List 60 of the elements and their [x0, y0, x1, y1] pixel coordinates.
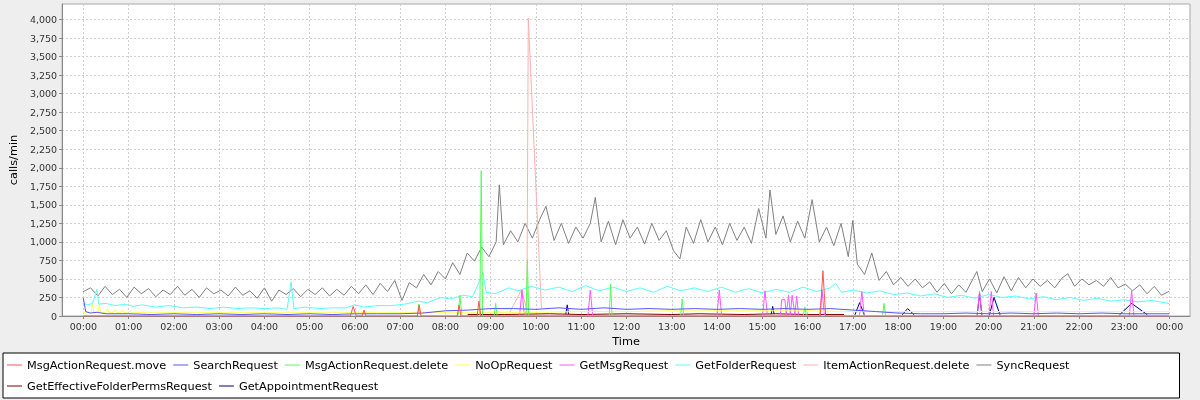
legend-label: NoOpRequest — [475, 358, 554, 372]
y-axis-title: calls/min — [7, 134, 20, 186]
x-tick-label: 18:00 — [884, 320, 912, 332]
x-tick-label: 09:00 — [477, 320, 505, 332]
x-tick-label: 00:00 — [1155, 320, 1184, 332]
x-tick-label: 00:00 — [69, 320, 98, 332]
legend-label: GetFolderRequest — [695, 358, 797, 372]
legend-label: GetMsgRequest — [579, 358, 669, 372]
x-tick-label: 05:00 — [295, 320, 324, 332]
y-tick-label: 0 — [51, 310, 58, 322]
y-tick-label: 3,250 — [29, 69, 58, 81]
x-tick-label: 20:00 — [974, 320, 1003, 332]
line-series — [509, 17, 542, 313]
x-tick-label: 21:00 — [1020, 320, 1048, 332]
legend-label: ItemActionRequest.delete — [823, 358, 970, 372]
line-series — [82, 272, 1170, 310]
y-tick-label: 1,750 — [29, 180, 58, 192]
x-tick-label: 15:00 — [748, 320, 776, 332]
x-tick-label: 11:00 — [567, 320, 595, 332]
x-tick-label: 17:00 — [839, 320, 867, 332]
legend-label: MsgActionRequest.move — [27, 358, 167, 372]
line-series — [82, 297, 1170, 316]
y-tick-label: 1,500 — [29, 199, 58, 211]
legend-label: GetAppointmentRequest — [238, 379, 379, 393]
y-tick-label: 3,750 — [29, 32, 58, 44]
x-tick-label: 22:00 — [1065, 320, 1093, 332]
y-tick-label: 1,000 — [29, 236, 58, 248]
x-tick-label: 07:00 — [386, 320, 414, 332]
y-tick-label: 500 — [38, 273, 58, 285]
x-tick-label: 03:00 — [205, 320, 233, 332]
y-tick-label: 1,250 — [29, 217, 58, 229]
x-tick-label: 04:00 — [250, 320, 279, 332]
line-series — [82, 303, 1170, 313]
x-axis-title: Time — [611, 335, 640, 348]
y-tick-label: 2,750 — [29, 106, 58, 118]
legend-label: SearchRequest — [193, 358, 279, 372]
legend-label: SyncRequest — [996, 358, 1071, 372]
x-tick-label: 12:00 — [612, 320, 641, 332]
legend-label: GetEffectiveFolderPermsRequest — [27, 379, 213, 393]
x-tick-label: 01:00 — [114, 320, 143, 332]
x-tick-label: 02:00 — [160, 320, 188, 332]
y-tick-label: 750 — [38, 254, 58, 266]
line-series — [82, 270, 1170, 317]
y-tick-label: 250 — [38, 291, 58, 303]
y-tick-label: 3,000 — [29, 88, 58, 100]
legend-label: MsgActionRequest.delete — [304, 358, 449, 372]
x-tick-label: 16:00 — [793, 320, 822, 332]
y-tick-label: 2,500 — [29, 125, 58, 137]
y-tick-label: 2,000 — [29, 162, 58, 174]
x-tick-label: 19:00 — [929, 320, 958, 332]
x-tick-label: 14:00 — [703, 320, 731, 332]
x-tick-label: 13:00 — [658, 320, 686, 332]
x-tick-label: 10:00 — [522, 320, 550, 332]
x-tick-label: 08:00 — [431, 320, 460, 332]
x-tick-label: 06:00 — [341, 320, 369, 332]
y-tick-label: 2,250 — [29, 143, 58, 155]
y-tick-label: 4,000 — [29, 14, 58, 26]
x-tick-label: 23:00 — [1110, 320, 1139, 332]
line-series — [82, 184, 1170, 302]
y-tick-label: 3,500 — [29, 51, 58, 63]
